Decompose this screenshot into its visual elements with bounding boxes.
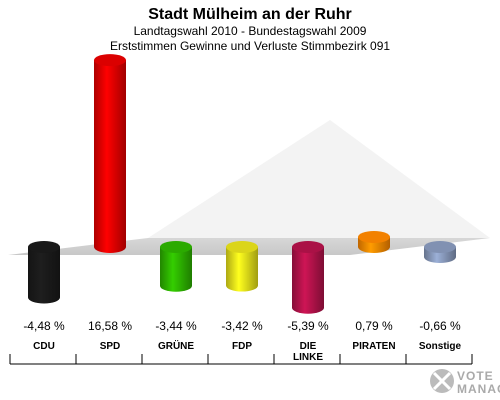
value-label: -4,48 % — [23, 319, 65, 333]
bar-die-linke — [292, 241, 324, 314]
category-label: FDP — [232, 341, 252, 352]
value-label: -3,44 % — [155, 319, 197, 333]
value-label: 0,79 % — [355, 319, 393, 333]
value-label: 16,58 % — [88, 319, 132, 333]
value-label: -3,42 % — [221, 319, 263, 333]
chart-subtitle-1: Landtagswahl 2010 - Bundestagswahl 2009 — [134, 24, 367, 38]
category-label: CDU — [33, 341, 55, 352]
baseline-plane-back — [148, 120, 490, 238]
bar-piraten — [358, 231, 390, 253]
bar-grüne — [160, 241, 192, 292]
bar-fdp — [226, 241, 258, 292]
category-label: Sonstige — [419, 341, 462, 352]
category-label: PIRATEN — [352, 341, 395, 352]
category-label: GRÜNE — [158, 339, 194, 352]
category-label: SPD — [100, 341, 121, 352]
bar-cdu — [28, 241, 60, 304]
value-label: -5,39 % — [287, 319, 329, 333]
category-label: DIE LINKE — [293, 341, 323, 363]
logo-text-manager: MANAGER — [457, 382, 500, 396]
category-axis — [9, 354, 473, 365]
chart-title: Stadt Mülheim an der Ruhr — [148, 6, 352, 23]
logo-text-vote: VOTE — [457, 369, 494, 383]
chart-subtitle-2: Erststimmen Gewinne und Verluste Stimmbe… — [110, 39, 390, 53]
bar-sonstige — [424, 241, 456, 263]
vote-manager-logo: VOTE MANAGER — [430, 369, 500, 396]
value-label: -0,66 % — [419, 319, 461, 333]
bar-spd — [94, 54, 126, 253]
